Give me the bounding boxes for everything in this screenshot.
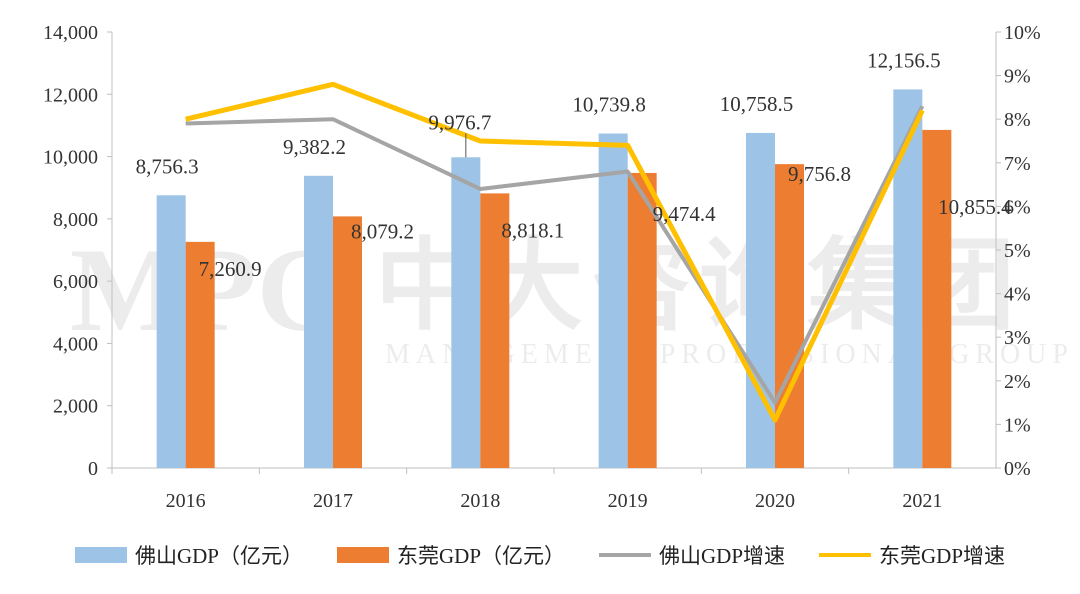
bar-dongguan-gdp [185,241,215,468]
y-tick-label: 8,000 [53,209,98,231]
line-foshan-growth [185,105,925,405]
legend-item: 佛山GDP（亿元） [74,540,303,570]
y2-tick-label: 3% [1004,327,1031,349]
data-label-foshan: 9,976.7 [428,110,491,134]
y2-tick-label: 6% [1004,196,1031,218]
y2-tick-label: 2% [1004,371,1031,393]
x-tick-label: 2019 [608,490,648,512]
data-label-dongguan: 7,260.9 [199,257,262,281]
y-tick-label: 2,000 [53,396,98,418]
legend-swatch [74,547,127,563]
y2-tick-label: 4% [1004,284,1031,306]
data-label-foshan: 10,739.8 [572,93,646,117]
data-label-foshan: 9,382.2 [283,135,346,159]
legend-label: 佛山GDP增速 [659,544,786,568]
data-label-dongguan: 10,855.4 [938,195,1012,219]
x-tick-label: 2021 [902,490,942,512]
data-label-dongguan: 8,818.1 [501,218,564,242]
legend-swatch [819,553,872,557]
y-tick-label: 6,000 [53,271,98,293]
y-tick-label: 12,000 [43,84,98,106]
legend-swatch [336,547,389,563]
data-label-foshan: 10,758.5 [720,92,794,116]
legend: 佛山GDP（亿元） 东莞GDP（亿元） 佛山GDP增速 东莞GDP增速 [0,540,1080,570]
legend-item: 东莞GDP（亿元） [336,540,565,570]
data-label-foshan: 8,756.3 [136,154,199,178]
x-tick-label: 2016 [166,490,206,512]
bar-foshan-gdp [304,175,333,468]
bar-foshan-gdp [156,195,186,468]
y-tick-label: 4,000 [53,333,98,355]
legend-item: 东莞GDP增速 [819,540,1005,570]
bar-foshan-gdp [746,132,775,468]
y2-tick-label: 10% [1004,22,1041,44]
bar-dongguan-gdp [922,129,952,468]
y2-tick-label: 0% [1004,458,1031,480]
bar-dongguan-gdp [333,216,362,468]
legend-label: 佛山GDP（亿元） [134,544,303,568]
bar-dongguan-gdp [627,172,657,468]
chart-plot: MPG 中大咨询集团 MANAGEMENT PROFESSIONAL GROUP… [43,22,1068,512]
line-dongguan-growth [185,81,925,423]
data-label-dongguan: 8,079.2 [351,219,414,243]
data-label-dongguan: 9,756.8 [788,162,851,186]
x-tick-label: 2017 [313,490,353,512]
legend-swatch [599,553,651,557]
y-tick-label: 0 [88,458,98,480]
bar-foshan-gdp [598,133,628,469]
x-tick-label: 2018 [460,490,500,512]
bar-dongguan-gdp [775,164,804,468]
x-tick-label: 2020 [755,490,795,512]
bar-foshan-gdp [451,157,481,468]
legend-label: 东莞GDP（亿元） [396,544,565,568]
y-tick-label: 10,000 [43,147,98,169]
y2-tick-label: 1% [1004,414,1031,436]
legend-label: 东莞GDP增速 [879,544,1006,568]
bar-dongguan-gdp [480,193,510,469]
data-label-dongguan: 9,474.4 [653,202,717,226]
y2-tick-label: 8% [1004,109,1031,131]
y2-tick-label: 7% [1004,153,1031,175]
y2-tick-label: 9% [1004,66,1031,88]
data-label-foshan: 12,156.5 [867,48,941,72]
y-tick-label: 14,000 [43,22,98,44]
y2-tick-label: 5% [1004,240,1031,262]
legend-item: 佛山GDP增速 [599,540,785,570]
